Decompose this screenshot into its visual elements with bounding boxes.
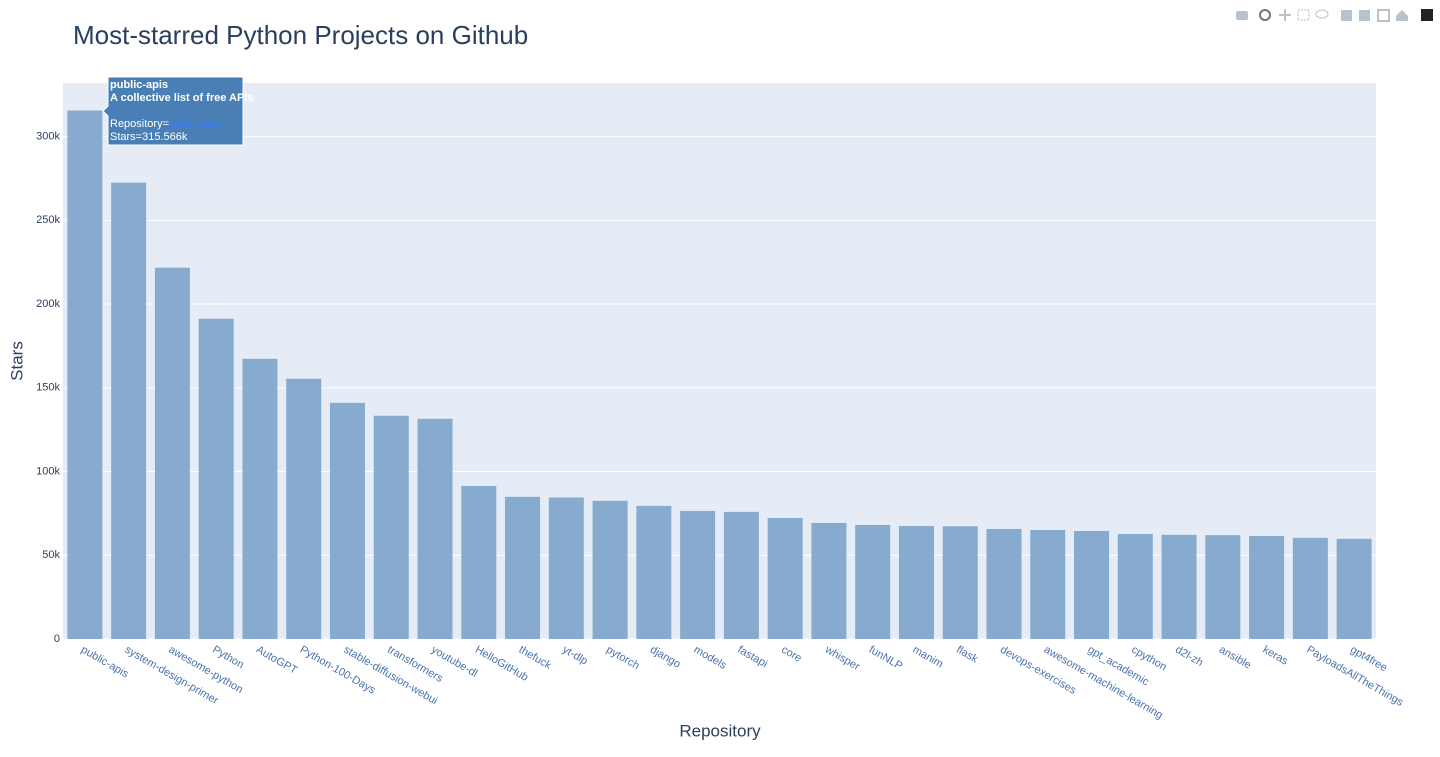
bar bbox=[198, 318, 234, 639]
bar bbox=[1074, 530, 1110, 639]
zoom-out-button[interactable] bbox=[1359, 10, 1370, 21]
plot-background bbox=[63, 83, 1376, 639]
bar bbox=[1161, 534, 1197, 639]
y-tick-label: 200k bbox=[36, 298, 60, 310]
pan-button[interactable] bbox=[1279, 9, 1291, 21]
bar bbox=[505, 496, 541, 639]
tooltip: public-apis A collective list of free AP… bbox=[102, 76, 253, 146]
bar bbox=[986, 528, 1022, 639]
grid bbox=[63, 136, 1376, 640]
x-tick-label: whisper bbox=[822, 643, 862, 673]
x-tick-label: models bbox=[692, 644, 729, 672]
bar bbox=[898, 525, 934, 639]
x-tick-label: Python bbox=[210, 644, 246, 672]
x-tick-label: flask bbox=[954, 644, 980, 666]
y-tick-label: 250k bbox=[36, 214, 60, 226]
bar bbox=[286, 378, 322, 639]
x-tick-label: d2l-zh bbox=[1173, 644, 1205, 669]
x-tick-label: fastapi bbox=[735, 644, 769, 671]
plotly-logo[interactable] bbox=[1421, 9, 1433, 21]
bar bbox=[942, 526, 978, 639]
bar bbox=[1205, 535, 1241, 639]
tooltip-repository: Repository=public-apis bbox=[110, 118, 222, 130]
y-tick-label: 0 bbox=[54, 633, 60, 645]
x-tick-label: yt-dlp bbox=[560, 644, 589, 668]
zoom-in-button[interactable] bbox=[1341, 10, 1352, 21]
bar bbox=[67, 110, 103, 640]
bar bbox=[592, 500, 628, 639]
lasso-button[interactable] bbox=[1315, 9, 1329, 19]
x-tick-label: core bbox=[779, 644, 804, 665]
bar bbox=[111, 182, 147, 639]
tooltip-description: A collective list of free APIs bbox=[110, 92, 253, 104]
bar bbox=[1117, 533, 1153, 639]
bar bbox=[154, 267, 190, 639]
y-tick-label: 300k bbox=[36, 130, 60, 142]
tooltip-repository-label: Repository= bbox=[110, 118, 169, 130]
x-tick-label: keras bbox=[1261, 644, 1291, 668]
x-tick-label: django bbox=[648, 644, 683, 671]
x-tick-label: Python-100-Days bbox=[298, 644, 378, 697]
x-tick-label: pytorch bbox=[604, 644, 641, 672]
bar bbox=[373, 415, 409, 639]
x-axis-title: Repository bbox=[679, 721, 761, 740]
tooltip-box bbox=[102, 76, 244, 146]
zoom-button[interactable] bbox=[1259, 9, 1271, 21]
bar bbox=[636, 505, 672, 639]
bar bbox=[242, 358, 278, 639]
bar bbox=[417, 418, 453, 639]
bar bbox=[1249, 536, 1285, 639]
x-tick-label: AutoGPT bbox=[254, 644, 299, 677]
x-tick-label: funNLP bbox=[867, 644, 905, 673]
bar bbox=[855, 524, 891, 639]
x-tick-label: devops-exercises bbox=[998, 644, 1079, 697]
x-tick-label: public-apis bbox=[79, 644, 131, 681]
bar bbox=[548, 497, 584, 639]
bar bbox=[461, 485, 497, 639]
x-tick-label: ansible bbox=[1217, 644, 1253, 672]
y-tick-label: 50k bbox=[42, 549, 60, 561]
tooltip-stars: Stars=315.566k bbox=[110, 131, 188, 143]
bar bbox=[1030, 529, 1066, 639]
bar bbox=[1336, 538, 1372, 639]
camera-button[interactable] bbox=[1236, 11, 1248, 20]
reset-button[interactable] bbox=[1396, 10, 1408, 21]
chart-title: Most-starred Python Projects on Github bbox=[73, 20, 528, 50]
bar bbox=[723, 511, 759, 639]
bar bbox=[1292, 537, 1328, 639]
bar bbox=[811, 522, 847, 639]
bar bbox=[680, 510, 716, 639]
bars bbox=[67, 110, 1372, 640]
autoscale-button[interactable] bbox=[1377, 9, 1390, 22]
bar bbox=[767, 517, 803, 639]
y-tick-label: 150k bbox=[36, 382, 60, 394]
box-select-button[interactable] bbox=[1297, 9, 1310, 21]
y-tick-label: 100k bbox=[36, 465, 60, 477]
x-tick-label: manim bbox=[910, 644, 945, 671]
y-axis-title: Stars bbox=[7, 341, 26, 381]
toolbar bbox=[1236, 9, 1433, 22]
bar bbox=[329, 402, 365, 639]
tooltip-title: public-apis bbox=[110, 79, 168, 91]
tooltip-link[interactable]: public-apis bbox=[169, 118, 222, 130]
